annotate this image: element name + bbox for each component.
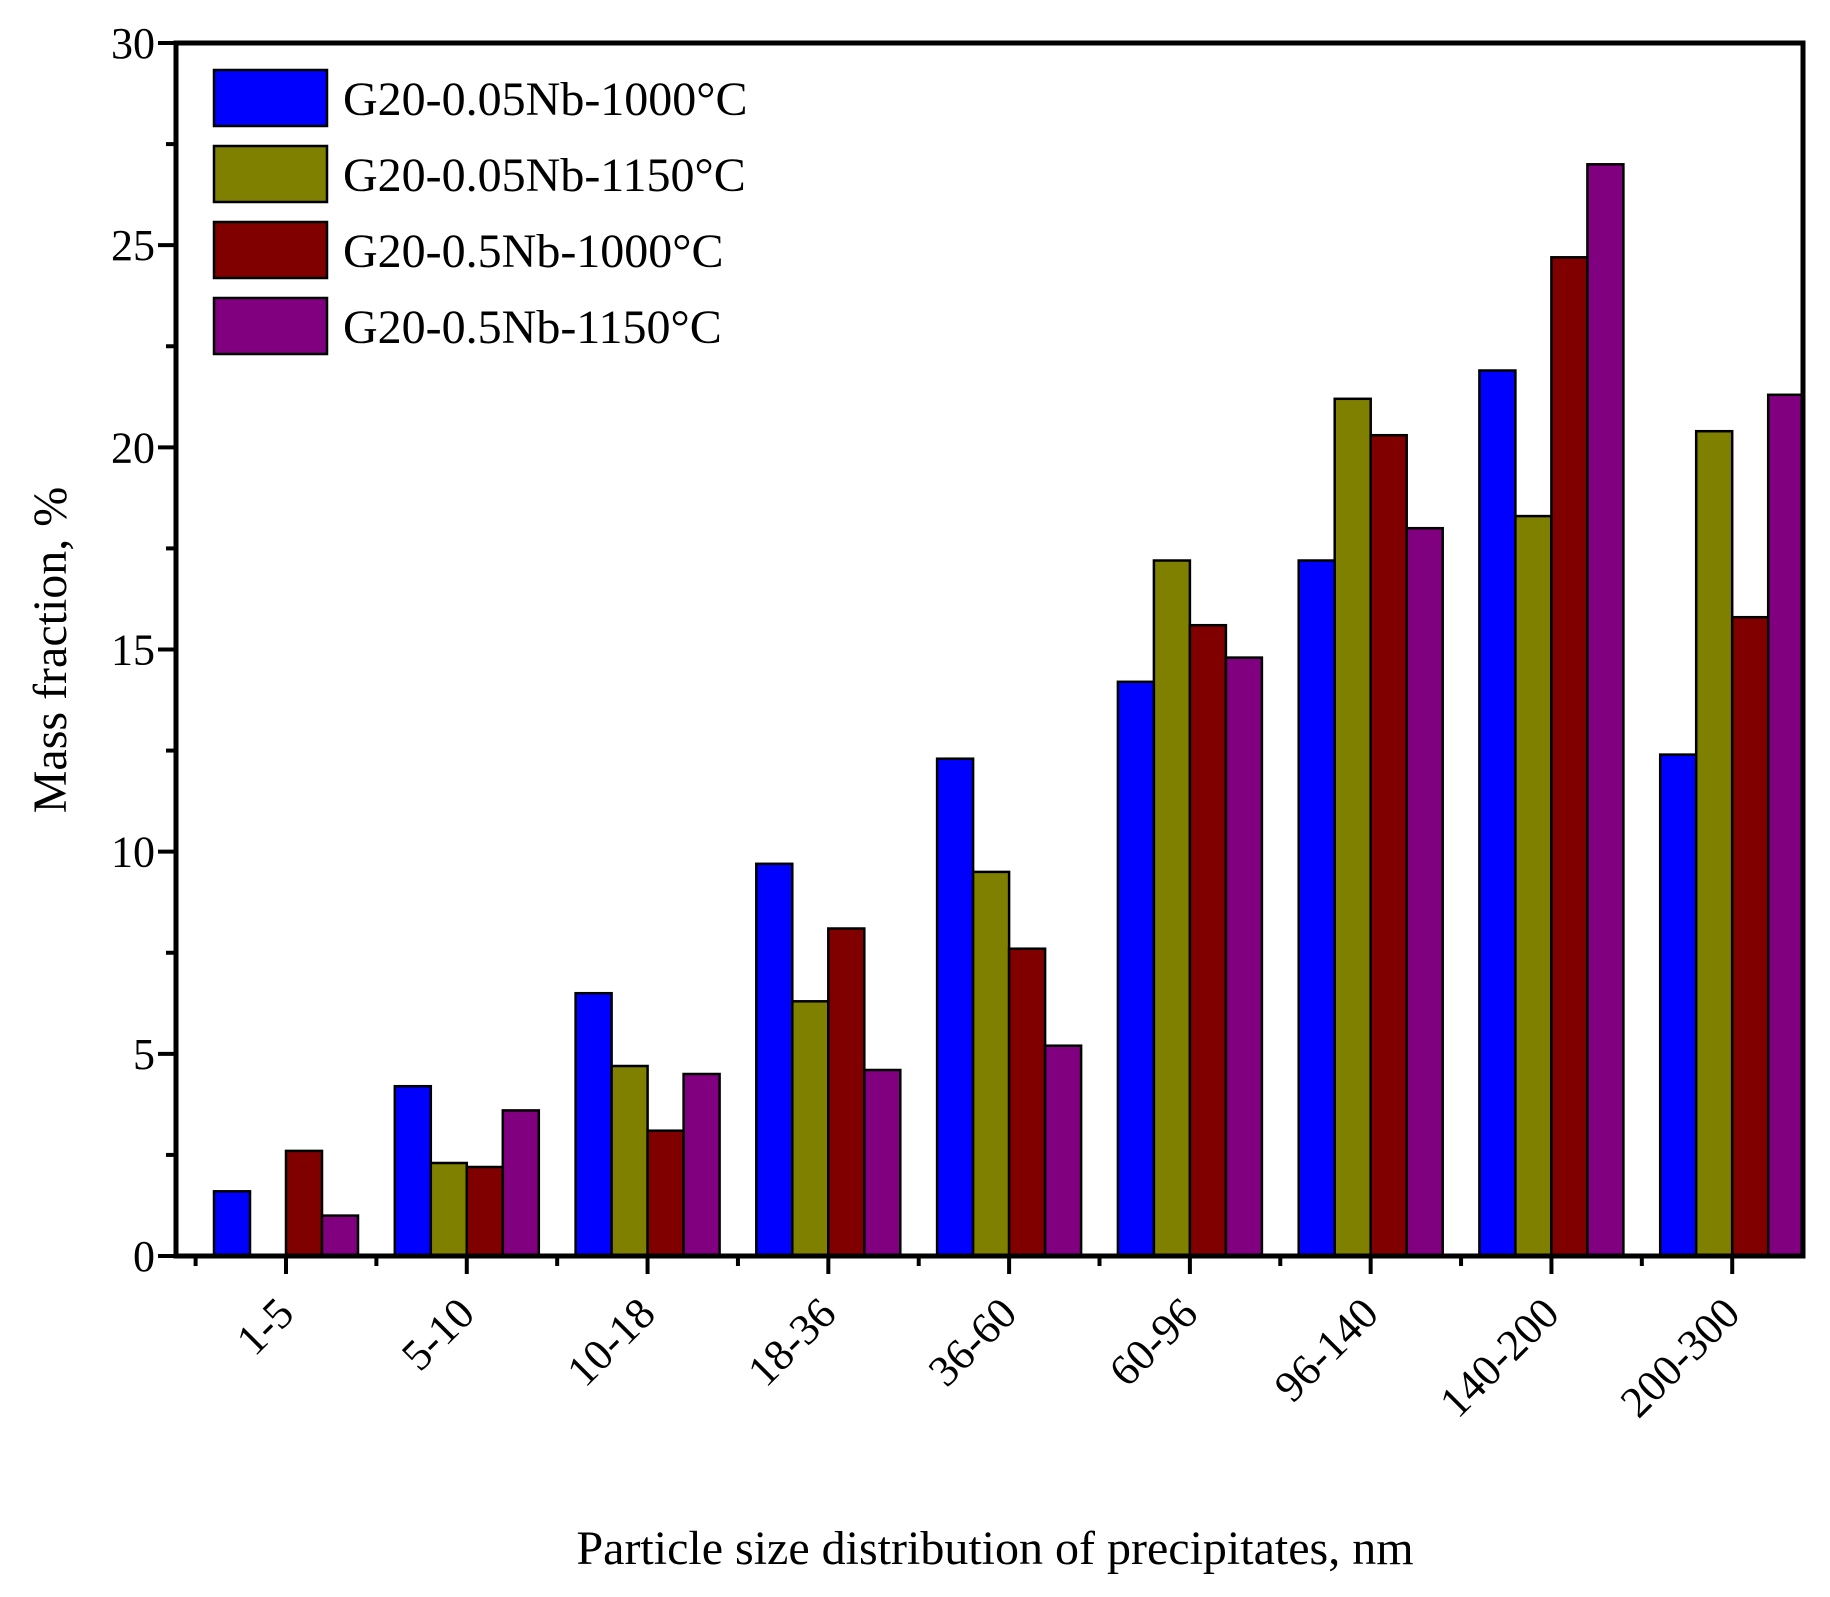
- bars-layer: [212, 163, 1806, 1258]
- y-tick-label: 30: [111, 19, 155, 68]
- bar-36-60-series-2: [971, 870, 1011, 1258]
- y-tick-label: 10: [111, 828, 155, 877]
- legend-label-series-4: G20-0.5Nb-1150°C: [343, 301, 722, 354]
- legend: G20-0.05Nb-1000°C G20-0.05Nb-1150°C G20-0.…: [212, 68, 748, 356]
- bar-18-36-series-2: [791, 1000, 830, 1258]
- bar-96-140-series-2: [1333, 397, 1372, 1258]
- y-tick-label: 20: [111, 423, 155, 472]
- legend-swatch-series-2: [212, 144, 329, 204]
- y-tick-label: 15: [111, 626, 155, 675]
- bar-5-10-series-1: [393, 1084, 433, 1258]
- y-tick-label: 5: [133, 1030, 155, 1079]
- bar-36-60-series-1: [935, 757, 975, 1258]
- bar-60-96-series-4: [1224, 656, 1264, 1258]
- y-tick-label: 0: [133, 1232, 155, 1281]
- bar-96-140-series-1: [1297, 559, 1336, 1258]
- bar-140-200-series-2: [1514, 514, 1553, 1258]
- legend-label-series-1: G20-0.05Nb-1000°C: [343, 73, 748, 126]
- bar-60-96-series-1: [1116, 680, 1156, 1258]
- bar-18-36-series-4: [863, 1068, 902, 1258]
- legend-swatch-series-3: [212, 220, 329, 280]
- bar-10-18-series-2: [610, 1064, 649, 1258]
- legend-swatch-series-1: [212, 68, 329, 128]
- bar-10-18-series-1: [574, 991, 613, 1258]
- y-axis-title: Mass fraction, %: [24, 487, 77, 814]
- bar-200-300-series-3: [1730, 615, 1770, 1258]
- legend-swatch-series-4: [212, 296, 329, 356]
- legend-label-series-3: G20-0.5Nb-1000°C: [343, 225, 724, 278]
- bar-18-36-series-1: [755, 862, 794, 1258]
- bar-5-10-series-4: [501, 1109, 541, 1258]
- bar-140-200-series-1: [1478, 369, 1517, 1258]
- bar-5-10-series-2: [429, 1161, 469, 1258]
- bar-1-5-series-4: [320, 1214, 360, 1258]
- bar-1-5-series-1: [212, 1190, 252, 1258]
- bar-140-200-series-3: [1550, 256, 1589, 1258]
- bar-18-36-series-3: [827, 927, 866, 1258]
- bar-36-60-series-3: [1007, 947, 1047, 1258]
- bar-200-300-series-1: [1658, 753, 1698, 1258]
- bar-96-140-series-3: [1369, 433, 1408, 1258]
- bar-10-18-series-3: [646, 1129, 685, 1258]
- y-tick-label: 25: [111, 221, 155, 270]
- legend-label-series-2: G20-0.05Nb-1150°C: [343, 149, 746, 202]
- bar-60-96-series-3: [1188, 623, 1228, 1258]
- bar-96-140-series-4: [1405, 526, 1444, 1258]
- bar-200-300-series-4: [1766, 393, 1806, 1258]
- bar-36-60-series-4: [1043, 1044, 1083, 1258]
- bar-60-96-series-2: [1152, 559, 1192, 1258]
- bar-10-18-series-4: [682, 1072, 721, 1258]
- x-axis-title: Particle size distribution of precipitat…: [576, 1522, 1413, 1575]
- bar-140-200-series-4: [1586, 163, 1625, 1258]
- bar-5-10-series-3: [465, 1165, 505, 1258]
- bar-200-300-series-2: [1694, 429, 1734, 1258]
- bar-1-5-series-3: [284, 1149, 324, 1258]
